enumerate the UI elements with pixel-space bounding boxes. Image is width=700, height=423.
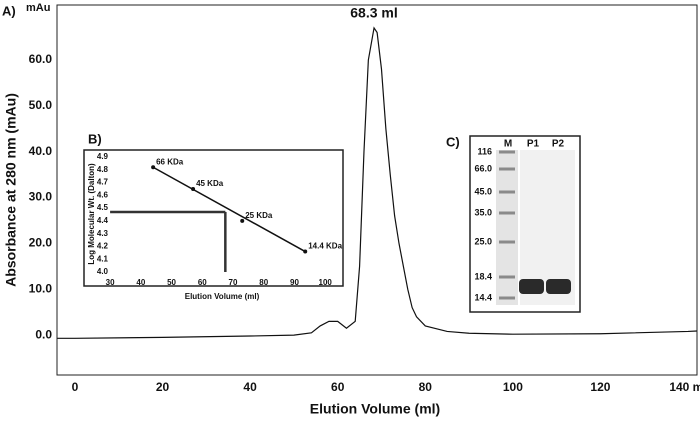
x-tick-label: 50 [167, 278, 176, 287]
y-axis-label: Absorbance at 280 nm (mAu) [3, 93, 19, 287]
marker-band [499, 150, 515, 154]
marker-band [499, 240, 515, 244]
marker-band [499, 190, 515, 194]
y-tick-label: 4.5 [97, 203, 109, 212]
x-tick-label: 80 [259, 278, 268, 287]
x-tick-label: 40 [243, 380, 257, 394]
lane-label: P1 [527, 139, 540, 150]
point-label: 14.4 KDa [308, 242, 342, 251]
point-label: 45 KDa [196, 179, 224, 188]
x-tick-label: 40 [136, 278, 145, 287]
y-tick-label: 4.8 [97, 165, 109, 174]
y-tick-label: 4.6 [97, 190, 109, 199]
marker-band [499, 296, 515, 300]
y-tick-label: 10.0 [29, 281, 53, 295]
marker-label: 116 [477, 146, 492, 156]
y-tick-label: 0.0 [35, 327, 52, 341]
x-axis-label: Elution Volume (ml) [310, 401, 440, 417]
lane-label: P2 [552, 139, 565, 150]
peak-annotation: 68.3 ml [350, 5, 397, 21]
panel-label: A) [2, 3, 16, 18]
unit-label: mAu [26, 2, 50, 14]
x-axis-label: Elution Volume (ml) [185, 292, 260, 301]
x-tick-label: 100 [319, 278, 333, 287]
gel-image [469, 135, 581, 313]
point-label: 25 KDa [245, 211, 273, 220]
x-tick-label: 30 [106, 278, 115, 287]
x-tick-label: 90 [290, 278, 299, 287]
panel-label: C) [446, 134, 460, 149]
x-tick-label: 120 [590, 380, 610, 394]
x-tick-label: 20 [156, 380, 170, 394]
marker-band [499, 275, 515, 279]
data-point [151, 165, 156, 170]
data-point [303, 249, 308, 254]
marker-label: 14.4 [474, 292, 492, 302]
y-tick-label: 40.0 [29, 144, 53, 158]
data-point [240, 218, 245, 223]
fit-line [152, 166, 306, 253]
x-tick-label: 70 [229, 278, 238, 287]
point-label: 66 KDa [156, 157, 184, 166]
lane-label: M [504, 139, 512, 150]
y-tick-label: 30.0 [29, 190, 53, 204]
chromatogram-line [57, 26, 697, 339]
panel-a-frame [56, 4, 698, 376]
x-tick-label: 60 [198, 278, 207, 287]
y-tick-label: 20.0 [29, 236, 53, 250]
y-axis-label: Log Molecular Wt. (Dalton) [87, 163, 96, 265]
marker-band [499, 167, 515, 171]
marker-label: 66.0 [474, 163, 492, 173]
data-point [191, 186, 196, 191]
y-tick-label: 4.2 [97, 242, 109, 251]
x-tick-label: 100 [503, 380, 523, 394]
y-tick-label: 60.0 [29, 52, 53, 66]
y-tick-label: 4.1 [97, 254, 109, 263]
y-tick-label: 4.7 [97, 178, 109, 187]
x-tick-label: 60 [331, 380, 345, 394]
y-tick-label: 4.4 [97, 216, 109, 225]
y-tick-label: 4.0 [97, 267, 109, 276]
x-tick-label: 80 [419, 380, 433, 394]
marker-label: 18.4 [474, 271, 492, 281]
panel-b-frame [83, 149, 344, 287]
y-tick-label: 4.3 [97, 229, 109, 238]
x-tick-label: 0 [72, 380, 79, 394]
marker-label: 45.0 [474, 186, 492, 196]
marker-label: 35.0 [474, 207, 492, 217]
marker-label: 25.0 [474, 236, 492, 246]
x-tick-label: 140 ml [669, 380, 700, 394]
panel-label: B) [88, 131, 102, 146]
y-tick-label: 4.9 [97, 152, 109, 161]
y-tick-label: 50.0 [29, 98, 53, 112]
marker-band [499, 211, 515, 215]
